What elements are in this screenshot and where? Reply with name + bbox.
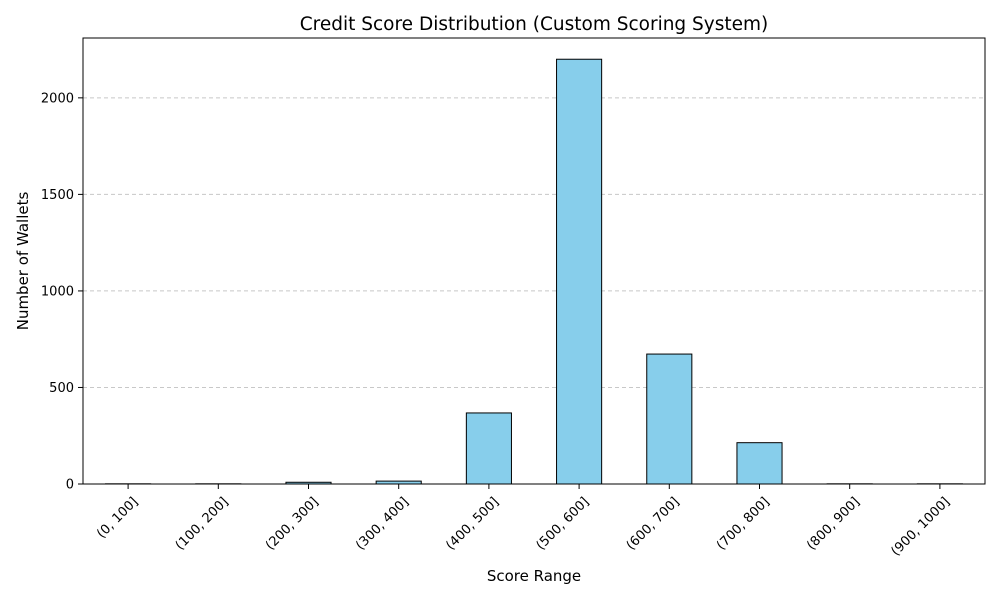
x-tick-label: (700, 800] — [714, 495, 773, 554]
y-tick-label: 500 — [49, 381, 74, 396]
y-axis-ticks: 0 500 1000 1500 2000 — [41, 91, 83, 493]
gridlines — [83, 97, 985, 388]
y-tick-label: 2000 — [41, 91, 74, 106]
bar — [465, 412, 512, 485]
x-axis-ticks: (0, 100] (100, 200] (200, 300] (300, 400] (4… — [94, 484, 953, 559]
x-tick-label: (600, 700] — [624, 495, 683, 554]
x-axis-title: Score Range — [487, 567, 581, 585]
x-tick-label: (800, 900] — [804, 495, 863, 554]
bars — [105, 58, 963, 485]
x-tick-label: (200, 300] — [263, 495, 322, 554]
bar — [556, 58, 603, 485]
x-tick-label: (100, 200] — [173, 495, 232, 554]
bar — [736, 442, 783, 485]
x-tick-label: (900, 1000] — [889, 495, 954, 560]
plot-frame — [82, 37, 986, 485]
y-tick-label: 0 — [66, 478, 74, 493]
bar — [646, 353, 693, 485]
x-tick-label: (500, 600] — [534, 495, 593, 554]
y-tick-label: 1000 — [41, 284, 74, 299]
chart-title: Credit Score Distribution (Custom Scorin… — [300, 14, 769, 35]
x-tick-label: (0, 100] — [94, 495, 141, 542]
y-tick-label: 1500 — [41, 188, 74, 203]
y-axis-title: Number of Wallets — [14, 192, 32, 331]
x-tick-label: (400, 500] — [443, 495, 502, 554]
x-tick-label: (300, 400] — [353, 495, 412, 554]
